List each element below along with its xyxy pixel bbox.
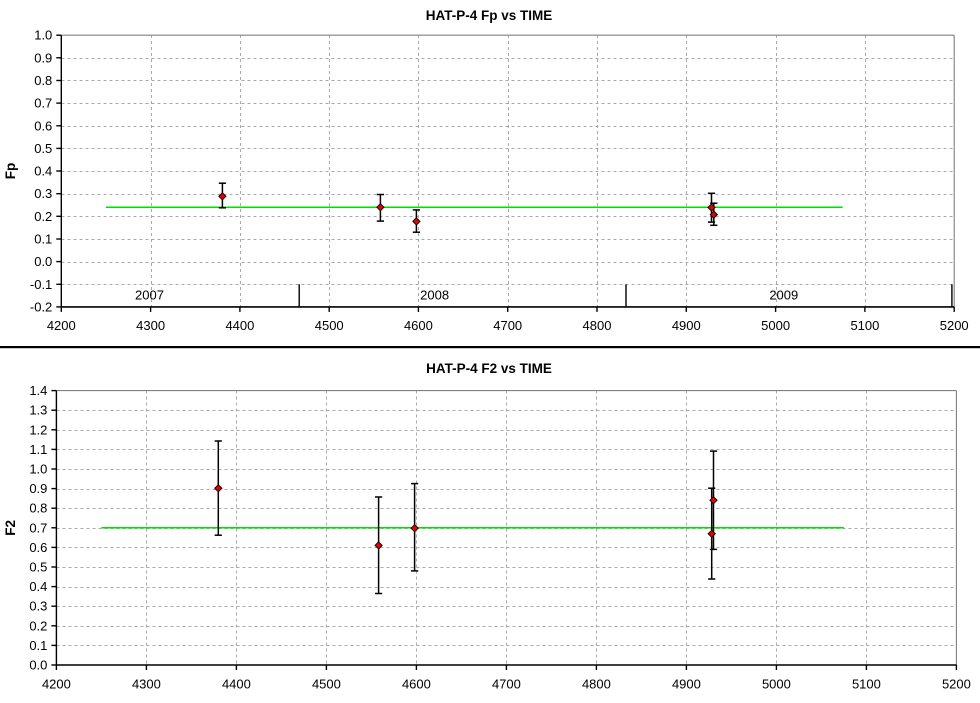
svg-text:2007: 2007 [135, 288, 164, 303]
svg-text:0.3: 0.3 [29, 599, 47, 614]
svg-text:4800: 4800 [582, 677, 611, 692]
svg-text:0.7: 0.7 [29, 520, 47, 535]
svg-text:4300: 4300 [132, 677, 161, 692]
svg-text:4200: 4200 [42, 677, 71, 692]
svg-text:1.2: 1.2 [29, 422, 47, 437]
svg-text:0.2: 0.2 [29, 618, 47, 633]
svg-text:0.7: 0.7 [34, 96, 52, 111]
svg-text:5000: 5000 [762, 677, 791, 692]
svg-text:Fp: Fp [3, 163, 18, 180]
svg-text:1.0: 1.0 [34, 28, 52, 43]
svg-text:0.4: 0.4 [34, 164, 52, 179]
svg-text:HAT-P-4 F2 vs TIME: HAT-P-4 F2 vs TIME [426, 361, 552, 376]
svg-text:5200: 5200 [942, 677, 971, 692]
svg-text:4700: 4700 [493, 318, 522, 333]
svg-text:0.1: 0.1 [29, 638, 47, 653]
svg-text:0.3: 0.3 [34, 186, 52, 201]
svg-text:0.0: 0.0 [29, 658, 47, 673]
svg-text:0.6: 0.6 [29, 540, 47, 555]
svg-text:0.1: 0.1 [34, 232, 52, 247]
svg-text:0.9: 0.9 [34, 50, 52, 65]
svg-text:0.4: 0.4 [29, 579, 47, 594]
svg-text:2008: 2008 [420, 288, 449, 303]
svg-text:0.8: 0.8 [34, 73, 52, 88]
svg-text:5100: 5100 [850, 318, 879, 333]
svg-text:1.0: 1.0 [29, 462, 47, 477]
svg-text:4500: 4500 [312, 677, 341, 692]
svg-text:4600: 4600 [402, 677, 431, 692]
svg-text:1.1: 1.1 [29, 442, 47, 457]
svg-text:1.4: 1.4 [29, 383, 47, 398]
svg-text:0.8: 0.8 [29, 501, 47, 516]
svg-text:5200: 5200 [940, 318, 969, 333]
svg-text:4200: 4200 [47, 318, 76, 333]
svg-text:HAT-P-4 Fp vs TIME: HAT-P-4 Fp vs TIME [426, 8, 553, 23]
svg-text:0.5: 0.5 [34, 141, 52, 156]
svg-text:4400: 4400 [225, 318, 254, 333]
svg-text:0.5: 0.5 [29, 560, 47, 575]
svg-text:0.2: 0.2 [34, 209, 52, 224]
svg-text:2009: 2009 [769, 288, 798, 303]
svg-text:0.6: 0.6 [34, 118, 52, 133]
svg-text:4500: 4500 [315, 318, 344, 333]
svg-text:4700: 4700 [492, 677, 521, 692]
svg-text:4300: 4300 [136, 318, 165, 333]
svg-text:1.3: 1.3 [29, 403, 47, 418]
svg-text:-0.1: -0.1 [30, 277, 52, 292]
svg-text:5000: 5000 [761, 318, 790, 333]
svg-text:4600: 4600 [404, 318, 433, 333]
svg-text:F2: F2 [3, 520, 18, 536]
svg-text:4400: 4400 [222, 677, 251, 692]
svg-text:4800: 4800 [583, 318, 612, 333]
svg-text:0.0: 0.0 [34, 254, 52, 269]
svg-text:5100: 5100 [852, 677, 881, 692]
svg-text:-0.2: -0.2 [30, 299, 52, 314]
svg-text:4900: 4900 [672, 318, 701, 333]
svg-text:4900: 4900 [672, 677, 701, 692]
svg-text:0.9: 0.9 [29, 481, 47, 496]
